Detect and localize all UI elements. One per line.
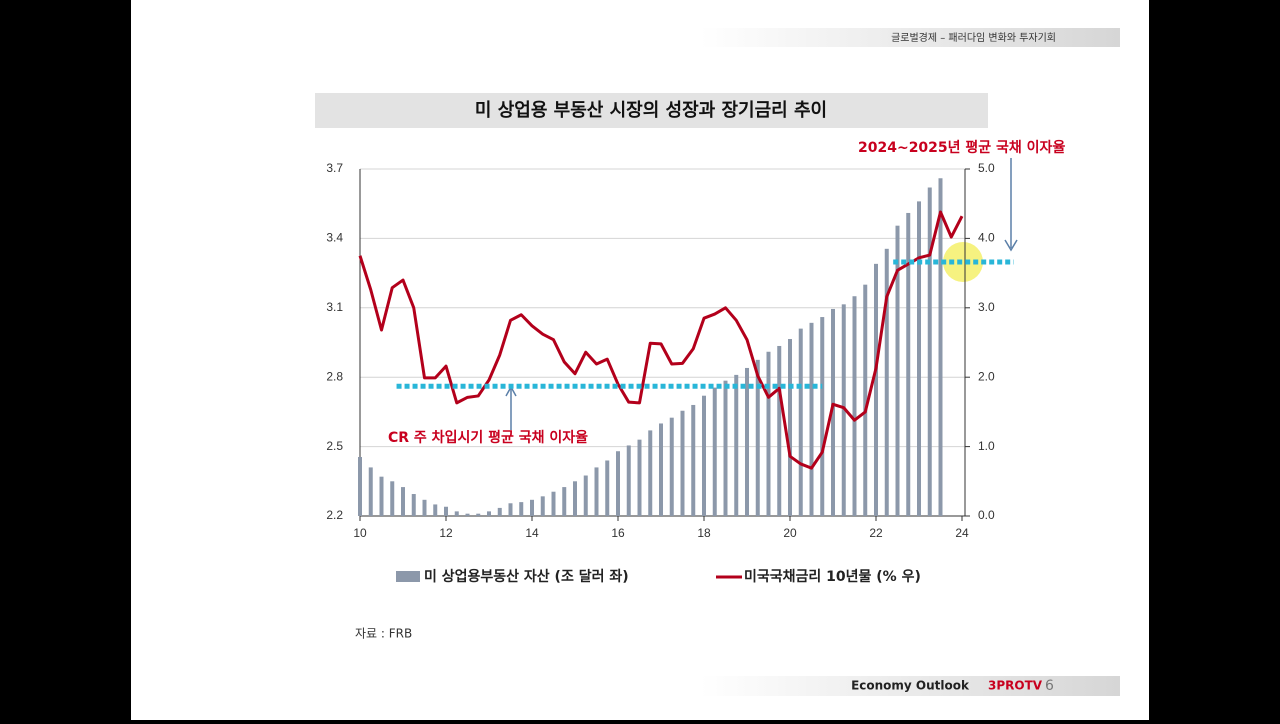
- y2-tick-label: 2.0: [978, 369, 995, 383]
- bar: [874, 263, 878, 516]
- x-tick-label: 16: [611, 526, 625, 540]
- bar: [540, 496, 545, 516]
- header-bar: [700, 28, 1120, 47]
- bar: [777, 345, 782, 516]
- bar: [680, 410, 685, 516]
- bar: [863, 284, 868, 516]
- highlight: [943, 242, 983, 282]
- bar: [411, 494, 416, 516]
- footer-bar: [700, 676, 1120, 696]
- bar: [659, 423, 663, 516]
- bar: [895, 225, 900, 516]
- x-tick-label: 10: [353, 526, 367, 540]
- bar: [605, 460, 610, 516]
- y2-tick-label: 0.0: [978, 508, 995, 522]
- x-tick-label: 24: [955, 526, 969, 540]
- y-tick-label: 2.8: [326, 369, 343, 383]
- bar: [530, 499, 534, 516]
- bar: [476, 513, 481, 516]
- legend-swatch: [396, 571, 420, 582]
- bar: [401, 487, 405, 516]
- bar: [444, 506, 448, 516]
- legend-label: 미국국채금리 10년물 (% 우): [744, 569, 921, 585]
- bar: [884, 248, 889, 516]
- header: 글로벌경제 – 패러다임 변화와 투자기회: [891, 31, 1056, 44]
- chart-title: 미 상업용 부동산 시장의 성장과 장기금리 추이: [475, 100, 827, 121]
- arrow-head: [1004, 239, 1018, 252]
- bar: [809, 322, 814, 516]
- annotation: CR 주 차입시기 평균 국채 이자율: [388, 429, 588, 446]
- bar: [734, 374, 739, 516]
- bar: [422, 499, 427, 516]
- bar: [648, 430, 653, 516]
- bar: [390, 481, 395, 516]
- bar: [551, 491, 556, 516]
- bar: [723, 380, 728, 516]
- y-tick-label: 2.2: [326, 508, 343, 522]
- bar: [454, 511, 459, 516]
- bar: [788, 339, 792, 516]
- bar: [906, 212, 911, 516]
- bar: [702, 395, 706, 516]
- bar: [637, 439, 642, 516]
- x-tick-label: 12: [439, 526, 453, 540]
- bar: [712, 387, 717, 516]
- bar: [766, 351, 771, 516]
- bar: [519, 502, 524, 516]
- bar: [938, 178, 943, 516]
- x-tick-label: 20: [783, 526, 797, 540]
- bar: [917, 201, 921, 517]
- x-tick-label: 18: [697, 526, 711, 540]
- bar: [508, 503, 513, 516]
- bar: [379, 476, 384, 516]
- bar: [669, 417, 674, 516]
- bar: [594, 467, 599, 516]
- footer-brand: Economy Outlook: [851, 679, 970, 693]
- bar: [616, 451, 620, 516]
- bar: [626, 445, 631, 516]
- y-tick-label: 3.4: [326, 231, 343, 245]
- y2-tick-label: 5.0: [978, 161, 995, 175]
- y-tick-label: 2.5: [326, 439, 343, 453]
- x-tick-label: 22: [869, 526, 883, 540]
- bar: [487, 511, 491, 516]
- source: 자료 : FRB: [355, 627, 412, 641]
- title-bar: [315, 93, 988, 128]
- bar: [562, 487, 567, 516]
- bar: [573, 481, 577, 516]
- bar: [852, 296, 857, 516]
- y2-tick-label: 1.0: [978, 439, 995, 453]
- y-tick-label: 3.7: [326, 161, 343, 175]
- bar: [798, 328, 803, 516]
- bar: [820, 317, 825, 516]
- page-number: 6: [1045, 678, 1054, 694]
- bar: [583, 475, 588, 516]
- footer-channel: 3PROTV: [988, 679, 1043, 693]
- annotation: 2024~2025년 평균 국채 이자율: [858, 139, 1065, 156]
- bar: [927, 187, 932, 517]
- bar: [433, 504, 438, 516]
- y2-tick-label: 4.0: [978, 231, 995, 245]
- line: [358, 210, 964, 470]
- bar: [368, 467, 373, 516]
- bar: [755, 359, 760, 516]
- bar: [831, 308, 835, 516]
- bar: [691, 404, 696, 516]
- y2-tick-label: 3.0: [978, 300, 995, 314]
- bar: [497, 507, 502, 516]
- x-tick-label: 14: [525, 526, 539, 540]
- legend-label: 미 상업용부동산 자산 (조 달러 좌): [424, 568, 629, 585]
- y-tick-label: 3.1: [326, 300, 343, 314]
- bar: [841, 304, 846, 516]
- bar: [465, 513, 470, 516]
- bar: [745, 367, 749, 516]
- bar: [358, 457, 362, 516]
